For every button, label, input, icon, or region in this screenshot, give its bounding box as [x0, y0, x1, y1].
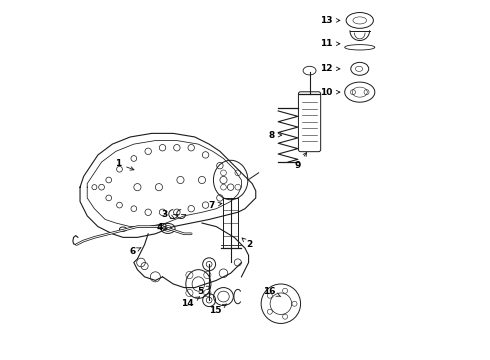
Text: 4: 4 — [156, 223, 167, 232]
Text: 11: 11 — [320, 39, 340, 48]
Text: 10: 10 — [320, 87, 340, 96]
Text: 6: 6 — [129, 247, 141, 256]
Text: 9: 9 — [294, 153, 307, 170]
Text: 5: 5 — [197, 286, 210, 296]
Text: 8: 8 — [269, 131, 282, 140]
Text: 2: 2 — [242, 238, 252, 249]
Text: 13: 13 — [320, 16, 340, 25]
Text: 16: 16 — [263, 287, 281, 297]
Text: 1: 1 — [115, 159, 134, 170]
Text: 14: 14 — [181, 297, 199, 308]
Text: 15: 15 — [209, 304, 227, 315]
Text: 3: 3 — [162, 210, 174, 219]
Text: 12: 12 — [320, 64, 340, 73]
Text: 7: 7 — [208, 201, 222, 210]
